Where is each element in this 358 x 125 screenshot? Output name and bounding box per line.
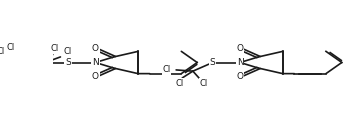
Text: O: O	[92, 44, 99, 53]
Text: Cl: Cl	[175, 79, 183, 88]
Text: Cl: Cl	[6, 42, 14, 51]
Text: Cl: Cl	[199, 79, 208, 88]
Text: Cl: Cl	[0, 48, 4, 56]
Text: S: S	[210, 58, 216, 67]
Text: Cl: Cl	[64, 48, 72, 56]
Text: O: O	[237, 72, 243, 81]
Text: N: N	[92, 58, 99, 67]
Text: O: O	[237, 44, 243, 53]
Text: Cl: Cl	[162, 65, 170, 74]
Text: N: N	[237, 58, 243, 67]
Text: S: S	[65, 58, 71, 67]
Text: Cl: Cl	[50, 44, 58, 53]
Text: O: O	[92, 72, 99, 81]
